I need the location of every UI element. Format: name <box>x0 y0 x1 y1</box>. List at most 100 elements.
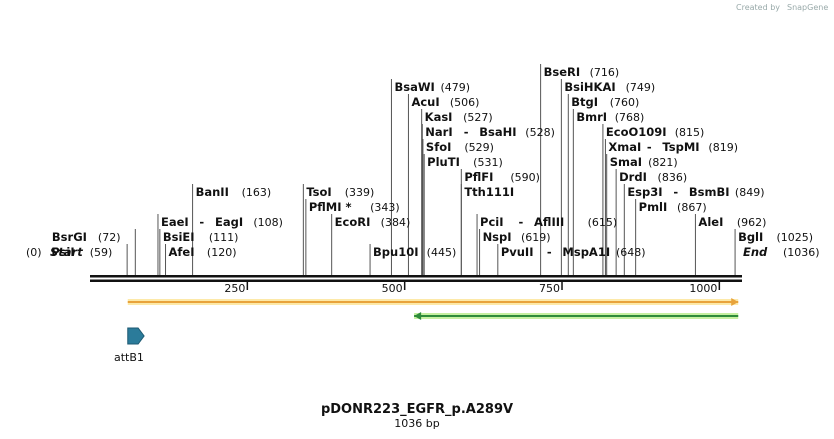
site-xmai-name-0: XmaI <box>608 140 641 154</box>
site-sfoi-pos-0: (529) <box>464 141 494 154</box>
site-drdi-pos-0: (836) <box>658 171 688 184</box>
site-xmai-name-1: TspMI <box>662 140 699 154</box>
site-label-xmai: XmaI - TspMI (819) <box>608 140 738 154</box>
site-nari-name-1: BsaHI <box>479 125 516 139</box>
site-drdi-name-0: DrdI <box>619 170 647 184</box>
site-label-pmli: PmlI (867) <box>639 200 707 214</box>
site-bseri-pos-0: (716) <box>590 66 620 79</box>
site-label-bsrgi: BsrGI (72) <box>52 230 121 244</box>
site-ecori-pos-0: (384) <box>381 216 411 229</box>
site-bmri-name-0: BmrI <box>576 110 607 124</box>
site-esp3i-name-0: Esp3I <box>627 185 662 199</box>
site-bsrgi-pos-0: (72) <box>98 231 121 244</box>
site-bsawi-name-0: BsaWI <box>394 80 434 94</box>
site-label-smai: SmaI (821) <box>610 155 678 169</box>
site-label-eaei: EaeI - EagI (108) <box>161 215 283 229</box>
site-btgi-pos-0: (760) <box>610 96 640 109</box>
site-esp3i-pos-1: (849) <box>735 186 765 199</box>
site-tsoi-pos-0: (339) <box>345 186 375 199</box>
ruler-tick-label-500: 500 <box>382 282 403 295</box>
site-psii-pos-0: (59) <box>90 246 113 259</box>
site-xmai-separator: - <box>647 140 652 154</box>
feature-green-arrowhead <box>414 312 422 320</box>
plasmid-title: pDONR223_EGFR_p.A289V 1036 bp <box>321 402 513 430</box>
site-alei-pos-0: (962) <box>737 216 767 229</box>
ruler-tick-label-250: 250 <box>224 282 245 295</box>
end-position: (1036) <box>783 246 820 259</box>
site-pflmi-name-0: PflMI * <box>309 200 352 214</box>
site-btgi-name-0: BtgI <box>571 95 598 109</box>
site-esp3i-separator: - <box>673 185 678 199</box>
plasmid-name: pDONR223_EGFR_p.A289V <box>321 402 513 417</box>
site-eaei-pos-1: (108) <box>253 216 283 229</box>
site-kasi-pos-0: (527) <box>463 111 493 124</box>
site-label-banii: BanII (163) <box>196 185 272 199</box>
credit-text: Created by <box>736 3 780 12</box>
site-nspi-name-0: NspI <box>483 230 512 244</box>
site-smai-name-0: SmaI <box>610 155 642 169</box>
snapgene-credit: Created by SnapGene <box>736 3 828 12</box>
site-bmri-pos-0: (768) <box>615 111 645 124</box>
ruler-tick-label-750: 750 <box>539 282 560 295</box>
start-label: Start <box>50 245 83 259</box>
site-nari-pos-1: (528) <box>525 126 555 139</box>
site-bseri-name-0: BseRI <box>544 65 581 79</box>
site-label-pcii: PciI - AflIII (615) <box>480 215 617 229</box>
site-bgli-pos-0: (1025) <box>776 231 813 244</box>
site-tth111i-name-0: Tth111I <box>464 185 514 199</box>
site-eaei-separator: - <box>199 215 204 229</box>
site-kasi-name-0: KasI <box>425 110 453 124</box>
site-label-drdi: DrdI (836) <box>619 170 687 184</box>
site-bsihkai-name-0: BsiHKAI <box>564 80 615 94</box>
features: attB1 <box>114 298 739 364</box>
site-esp3i-name-1: BsmBI <box>689 185 730 199</box>
site-label-nari: NarI - BsaHI (528) <box>425 125 555 139</box>
site-label-esp3i: Esp3I - BsmBI (849) <box>627 185 764 199</box>
site-label-alei: AleI (962) <box>698 215 766 229</box>
site-label-bmri: BmrI (768) <box>576 110 644 124</box>
site-label-bsiei: BsiEI (111) <box>163 230 239 244</box>
site-label-tth111i: Tth111I <box>464 185 514 199</box>
site-label-pluti: PluTI (531) <box>427 155 503 169</box>
site-label-pflfi: PflFI (590) <box>464 170 540 184</box>
site-pvuii-pos-1: (648) <box>616 246 646 259</box>
site-bsawi-pos-0: (479) <box>440 81 470 94</box>
site-sfoi-name-0: SfoI <box>426 140 451 154</box>
site-pflfi-pos-0: (590) <box>510 171 540 184</box>
site-label-ecori: EcoRI (384) <box>335 215 411 229</box>
site-lines <box>126 64 736 275</box>
ruler-ticks: 250 500 750 1000 <box>224 282 721 295</box>
feature-attb1-label: attB1 <box>114 351 144 364</box>
site-pflfi-name-0: PflFI <box>464 170 493 184</box>
site-banii-name-0: BanII <box>196 185 229 199</box>
site-pluti-name-0: PluTI <box>427 155 460 169</box>
feature-attb1-arrow <box>127 327 145 345</box>
site-eaei-name-0: EaeI <box>161 215 189 229</box>
site-label-btgi: BtgI (760) <box>571 95 639 109</box>
site-label-bsihkai: BsiHKAI (749) <box>564 80 655 94</box>
site-label-bgli: BglI (1025) <box>738 230 813 244</box>
credit-brand: SnapGene <box>787 3 828 12</box>
site-afei-name-0: AfeI <box>169 245 195 259</box>
ruler-tick-label-1000: 1000 <box>689 282 717 295</box>
site-label-kasi: KasI (527) <box>425 110 493 124</box>
site-bsihkai-pos-0: (749) <box>626 81 656 94</box>
site-pcii-pos-1: (615) <box>588 216 618 229</box>
site-labels: PsiI (59)BsrGI (72) AfeI (120) BsiEI (111) EaeI… <box>51 65 813 259</box>
site-pflmi-pos-0: (343) <box>370 201 400 214</box>
site-pmli-pos-0: (867) <box>677 201 707 214</box>
site-pvuii-name-1: MspA1I <box>562 245 610 259</box>
site-bgli-name-0: BglI <box>738 230 763 244</box>
site-banii-pos-0: (163) <box>242 186 272 199</box>
site-label-afei: AfeI (120) <box>169 245 237 259</box>
site-bsrgi-name-0: BsrGI <box>52 230 87 244</box>
site-label-tsoi: TsoI (339) <box>306 185 374 199</box>
site-pvuii-separator: - <box>547 245 552 259</box>
site-bpu10i-pos-0: (445) <box>427 246 457 259</box>
end-labels: (0) Start End (1036) <box>26 245 820 259</box>
site-smai-pos-0: (821) <box>648 156 678 169</box>
site-acui-pos-0: (506) <box>450 96 480 109</box>
site-xmai-pos-1: (819) <box>708 141 738 154</box>
site-alei-name-0: AleI <box>698 215 723 229</box>
